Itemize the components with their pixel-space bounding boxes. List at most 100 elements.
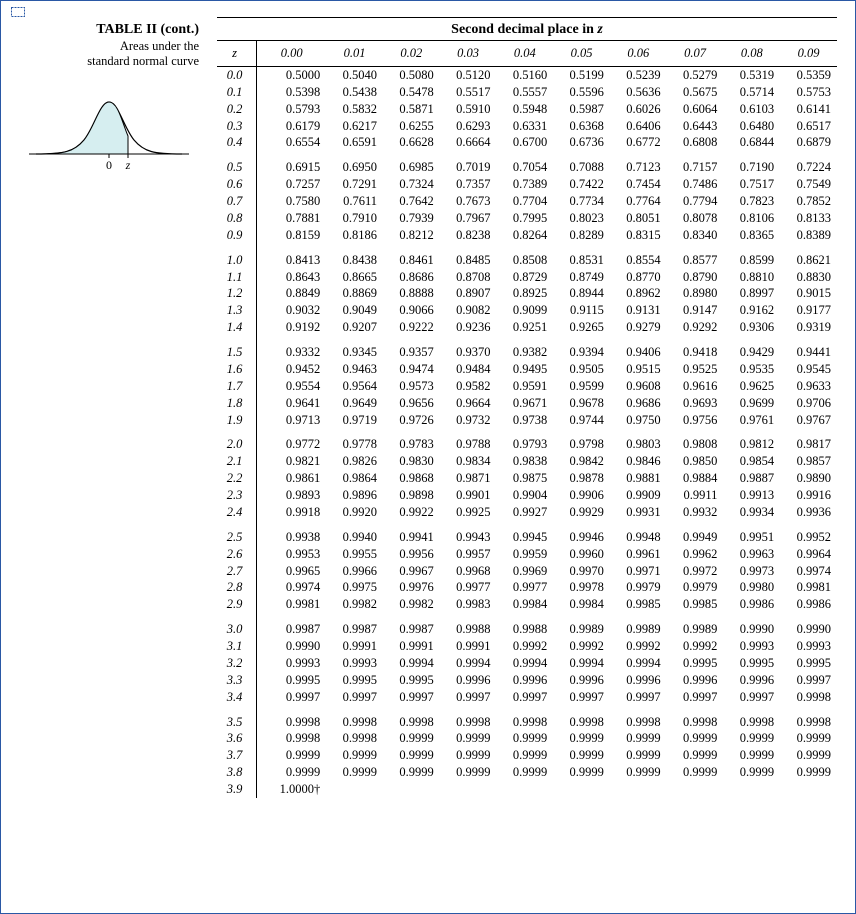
table-cell: 0.8315 [610,227,667,244]
table-row: 1.70.95540.95640.95730.95820.95910.95990… [217,378,837,395]
group-gap [217,336,837,344]
z-row-label: 1.2 [217,285,257,302]
table-cell: 0.6480 [723,118,780,135]
table-cell: 0.8106 [723,210,780,227]
table-cell: 0.9992 [610,638,667,655]
table-cell: 0.5040 [326,66,383,83]
table-cell: 0.7549 [780,176,837,193]
table-cell: 0.6141 [780,101,837,118]
table-cell: 0.6736 [553,134,610,151]
z-row-label: 1.6 [217,361,257,378]
table-cell: 0.9988 [440,621,497,638]
table-cell: 0.9999 [326,747,383,764]
z-row-label: 0.5 [217,159,257,176]
z-row-label: 3.8 [217,764,257,781]
table-cell: 0.9913 [723,487,780,504]
table-cell: 0.8830 [780,269,837,286]
table-cell [553,781,610,798]
group-gap [217,244,837,252]
table-cell: 0.9616 [667,378,724,395]
table-cell: 0.9871 [440,470,497,487]
table-cell: 0.9941 [383,529,440,546]
table-cell: 0.9946 [553,529,610,546]
table-cell: 0.9999 [383,764,440,781]
table-cell: 0.8925 [496,285,553,302]
table-cell: 0.5279 [667,66,724,83]
table-cell [496,781,553,798]
table-cell: 0.9633 [780,378,837,395]
table-cell: 0.9192 [257,319,327,336]
table-heading-z: z [597,22,602,37]
z-row-label: 1.0 [217,252,257,269]
table-cell: 0.9857 [780,453,837,470]
z-row-label: 2.7 [217,563,257,580]
table-cell: 0.8708 [440,269,497,286]
table-cell: 0.9932 [667,504,724,521]
table-cell: 0.9441 [780,344,837,361]
table-row: 1.90.97130.97190.97260.97320.97380.97440… [217,412,837,429]
table-cell: 0.7257 [257,176,327,193]
table-cell: 0.9997 [440,689,497,706]
table-cell: 0.9656 [383,395,440,412]
table-cell: 0.9994 [610,655,667,672]
table-row: 1.40.91920.92070.92220.92360.92510.92650… [217,319,837,336]
table-cell: 0.9999 [780,747,837,764]
axis-label-z: z [125,158,131,172]
table-cell: 0.8264 [496,227,553,244]
table-cell: 0.9319 [780,319,837,336]
title-block: TABLE II (cont.) Areas under the standar… [19,21,199,70]
table-cell: 0.9803 [610,436,667,453]
table-row: 0.90.81590.81860.82120.82380.82640.82890… [217,227,837,244]
table-cell: 0.9998 [496,714,553,731]
table-cell: 0.6217 [326,118,383,135]
z-row-label: 2.6 [217,546,257,563]
table-cell: 0.9671 [496,395,553,412]
table-cell: 0.9474 [383,361,440,378]
table-cell: 0.9994 [440,655,497,672]
table-row: 3.91.0000† [217,781,837,798]
table-cell: 0.7454 [610,176,667,193]
table-cell: 0.9995 [723,655,780,672]
table-cell: 0.6628 [383,134,440,151]
table-cell: 0.9564 [326,378,383,395]
table-cell: 0.9973 [723,563,780,580]
z-row-label: 0.6 [217,176,257,193]
table-cell: 0.7611 [326,193,383,210]
table-cell: 0.9999 [257,747,327,764]
table-cell: 0.9332 [257,344,327,361]
table-cell: 0.9974 [257,579,327,596]
z-row-label: 0.3 [217,118,257,135]
table-cell: 0.8643 [257,269,327,286]
layout: TABLE II (cont.) Areas under the standar… [19,17,837,901]
table-row: 0.40.65540.65910.66280.66640.67000.67360… [217,134,837,151]
table-cell: 0.9049 [326,302,383,319]
table-cell: 0.6844 [723,134,780,151]
z-row-label: 0.4 [217,134,257,151]
table-cell: 0.9995 [383,672,440,689]
table-cell: 0.9945 [496,529,553,546]
table-cell: 0.6664 [440,134,497,151]
table-cell: 0.9986 [723,596,780,613]
table-cell: 0.9292 [667,319,724,336]
table-cell: 0.8051 [610,210,667,227]
table-cell: 0.9979 [610,579,667,596]
table-heading: Second decimal place in z [217,18,837,40]
table-cell: 0.9099 [496,302,553,319]
table-cell: 0.7422 [553,176,610,193]
table-cell: 0.9957 [440,546,497,563]
normal-curve-diagram: 0 z [19,92,199,177]
table-cell: 0.5517 [440,84,497,101]
table-row: 0.50.69150.69500.69850.70190.70540.70880… [217,159,837,176]
table-cell: 0.7324 [383,176,440,193]
table-cell: 0.9817 [780,436,837,453]
table-cell: 0.9713 [257,412,327,429]
table-cell: 0.9996 [440,672,497,689]
table-cell: 0.9999 [440,730,497,747]
table-cell: 0.5871 [383,101,440,118]
table-row: 3.10.99900.99910.99910.99910.99920.99920… [217,638,837,655]
table-cell: 0.5359 [780,66,837,83]
table-cell: 0.9995 [326,672,383,689]
table-cell: 0.9989 [610,621,667,638]
table-cell: 0.5753 [780,84,837,101]
table-row: 0.10.53980.54380.54780.55170.55570.55960… [217,84,837,101]
